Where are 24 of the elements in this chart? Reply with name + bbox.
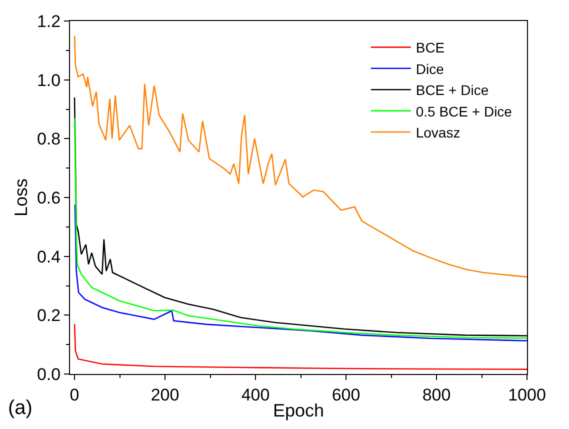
x-tick-label: 400 [241, 385, 270, 404]
x-tick-label: 200 [150, 385, 180, 404]
y-axis-title: Loss [11, 178, 32, 217]
y-tick-label: 0.6 [36, 188, 61, 208]
x-tick-label: 800 [422, 385, 451, 404]
y-tick-label: 0.2 [36, 306, 61, 326]
legend-label: Dice [416, 60, 444, 77]
y-tick-label: 0.0 [36, 364, 61, 384]
y-tick-label: 1.2 [36, 12, 61, 31]
x-tick-label: 600 [332, 385, 360, 404]
x-tick-label: 0 [70, 385, 80, 404]
legend-label: BCE + Dice [416, 82, 489, 98]
x-axis-title: Epoch [272, 400, 324, 420]
y-tick-label: 1.0 [36, 70, 61, 90]
line-series [74, 204, 527, 342]
legend-label: Lovasz [416, 124, 460, 140]
text: (a) [8, 397, 32, 419]
legend-label: 0.5 BCE + Dice [416, 103, 512, 120]
y-tick-label: 0.8 [36, 130, 61, 149]
line-series [74, 35, 527, 278]
line-series [74, 323, 527, 370]
y-tick-label: 0.4 [36, 247, 61, 266]
x-tick-label: 1000 [508, 385, 546, 404]
legend-label: BCE [416, 40, 445, 56]
